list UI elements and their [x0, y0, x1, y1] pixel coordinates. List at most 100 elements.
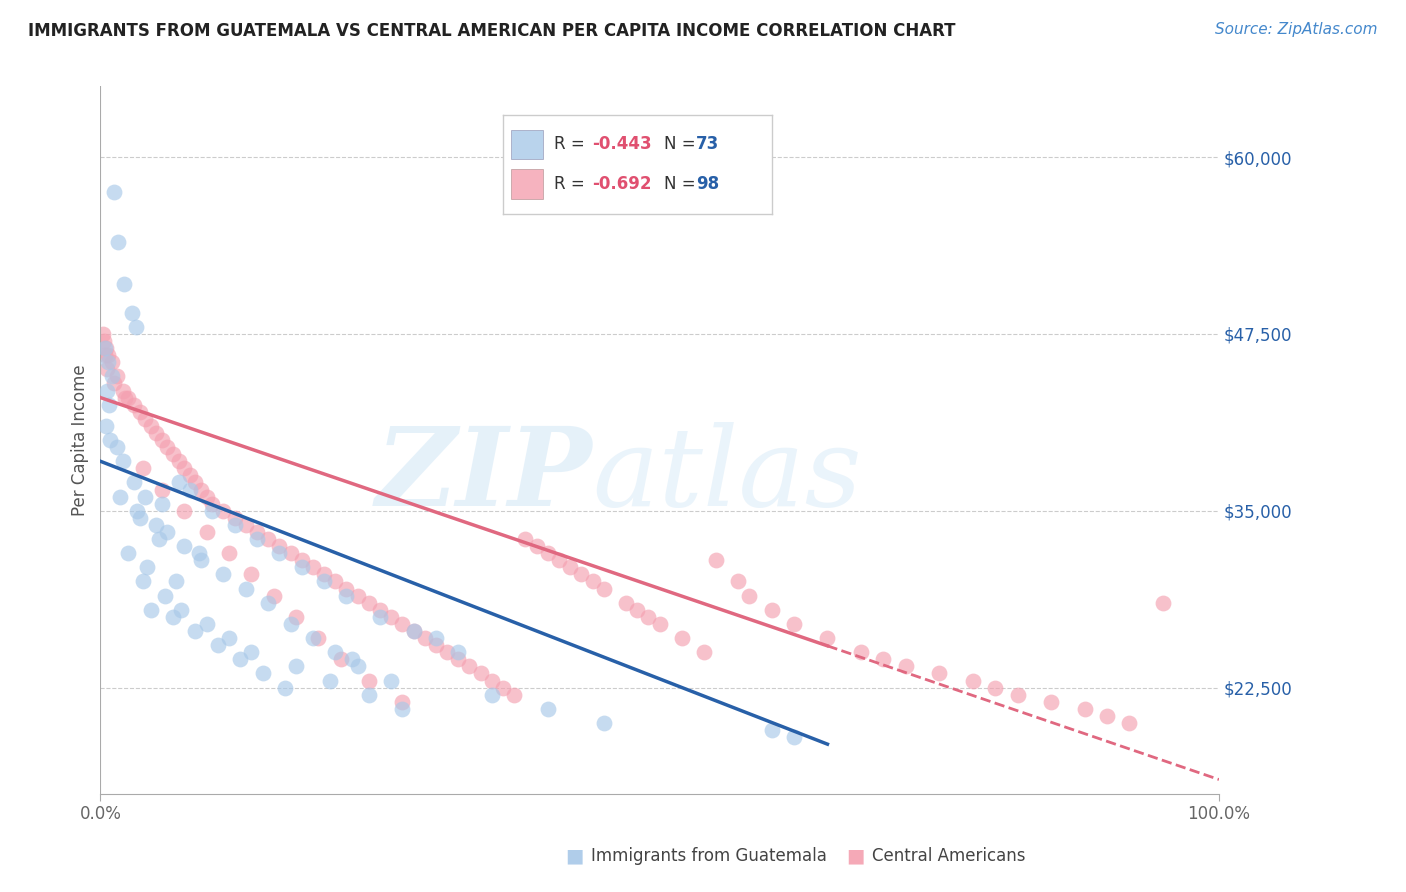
Point — [285, 610, 308, 624]
Point — [224, 511, 246, 525]
Point — [425, 631, 447, 645]
Point — [100, 355, 122, 369]
Point — [458, 659, 481, 673]
Point — [257, 596, 280, 610]
Point — [1118, 715, 1140, 730]
Point — [783, 616, 806, 631]
Point — [335, 589, 357, 603]
Point — [269, 546, 291, 560]
Point — [156, 440, 179, 454]
Point — [312, 574, 335, 589]
Point — [280, 616, 302, 631]
Point — [291, 560, 314, 574]
Point — [240, 567, 263, 582]
Point — [111, 384, 134, 398]
Point — [97, 355, 120, 369]
Point — [783, 730, 806, 744]
Point — [218, 631, 240, 645]
Text: ■: ■ — [846, 847, 865, 866]
Point — [134, 490, 156, 504]
Point — [252, 666, 274, 681]
Point — [128, 511, 150, 525]
Point — [195, 490, 218, 504]
Point — [117, 391, 139, 405]
Point — [235, 582, 257, 596]
Point — [156, 524, 179, 539]
Point — [94, 348, 117, 362]
Point — [492, 681, 515, 695]
Point — [212, 567, 235, 582]
Point — [329, 652, 352, 666]
Point — [537, 546, 560, 560]
Point — [229, 652, 252, 666]
Point — [302, 560, 325, 574]
Point — [302, 631, 325, 645]
Point — [1040, 695, 1063, 709]
Point — [481, 673, 503, 688]
Point — [285, 659, 308, 673]
Point — [150, 433, 173, 447]
Point — [962, 673, 984, 688]
Point — [380, 673, 402, 688]
Point — [548, 553, 571, 567]
Point — [121, 306, 143, 320]
Point — [481, 688, 503, 702]
Point — [693, 645, 716, 659]
Point — [240, 645, 263, 659]
Point — [391, 616, 413, 631]
Point — [761, 603, 783, 617]
Point — [173, 461, 195, 475]
Point — [1095, 709, 1118, 723]
Text: IMMIGRANTS FROM GUATEMALA VS CENTRAL AMERICAN PER CAPITA INCOME CORRELATION CHAR: IMMIGRANTS FROM GUATEMALA VS CENTRAL AME… — [28, 22, 956, 40]
Point — [357, 596, 380, 610]
Point — [162, 447, 184, 461]
Point — [391, 695, 413, 709]
Y-axis label: Per Capita Income: Per Capita Income — [72, 364, 89, 516]
Point — [817, 631, 839, 645]
Point — [125, 319, 148, 334]
Point — [105, 369, 128, 384]
Point — [139, 418, 162, 433]
Point — [195, 524, 218, 539]
Point — [207, 638, 229, 652]
Point — [96, 362, 118, 376]
Point — [187, 546, 209, 560]
Point — [96, 384, 118, 398]
Point — [263, 589, 285, 603]
Point — [114, 391, 136, 405]
Point — [1007, 688, 1029, 702]
Point — [190, 553, 212, 567]
Point — [537, 702, 560, 716]
Point — [569, 567, 592, 582]
Point — [346, 659, 368, 673]
Point — [515, 532, 537, 546]
Point — [148, 532, 170, 546]
Point — [117, 546, 139, 560]
Point — [928, 666, 950, 681]
Point — [380, 610, 402, 624]
Point — [100, 369, 122, 384]
Point — [162, 610, 184, 624]
Point — [150, 483, 173, 497]
Point — [872, 652, 894, 666]
Point — [526, 539, 548, 553]
Point — [637, 610, 659, 624]
Point — [145, 425, 167, 440]
Point — [195, 616, 218, 631]
Point — [1152, 596, 1174, 610]
Point — [626, 603, 648, 617]
Point — [402, 624, 425, 638]
Point — [112, 277, 135, 292]
Point — [592, 582, 614, 596]
Point — [212, 504, 235, 518]
Point — [849, 645, 872, 659]
Point — [738, 589, 761, 603]
Point — [357, 688, 380, 702]
Point — [280, 546, 302, 560]
Point — [201, 497, 224, 511]
Point — [318, 673, 340, 688]
Point — [274, 681, 297, 695]
Point — [165, 574, 187, 589]
Point — [91, 326, 114, 341]
Point — [346, 589, 368, 603]
